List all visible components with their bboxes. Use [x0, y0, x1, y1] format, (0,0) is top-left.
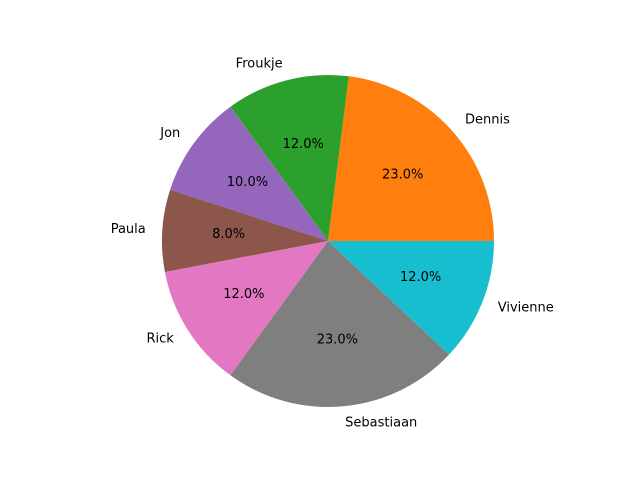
- pie-slice-froukje: [230, 75, 349, 242]
- pie-slice-sebastiaan: [230, 241, 450, 408]
- percent-label-paula: 8.0%: [212, 227, 245, 242]
- category-label-paula: Paula: [111, 222, 146, 237]
- pie-slices: [162, 75, 494, 408]
- category-labels: Dennis Froukje Jon Paula Rick Sebastiaan Vivie…: [111, 57, 554, 431]
- category-label-rick: Rick: [146, 331, 174, 346]
- pie-slice-dennis: [328, 76, 494, 241]
- percent-label-jon: 10.0%: [227, 175, 268, 190]
- percent-label-froukje: 12.0%: [283, 137, 324, 152]
- pie-slice-vivienne: [328, 241, 494, 355]
- percent-label-sebastiaan: 23.0%: [317, 333, 358, 348]
- category-label-dennis: Dennis: [465, 113, 510, 128]
- category-label-sebastiaan: Sebastiaan: [345, 415, 417, 430]
- percent-labels: 23.0% 12.0% 10.0% 8.0% 12.0% 23.0% 12.0%: [212, 137, 441, 348]
- pie-slice-rick: [164, 241, 328, 376]
- pie-slice-paula: [162, 189, 328, 273]
- pie-slice-jon: [170, 106, 328, 241]
- percent-label-rick: 12.0%: [223, 287, 264, 302]
- percent-label-vivienne: 12.0%: [400, 270, 441, 285]
- category-label-froukje: Froukje: [236, 57, 283, 72]
- category-label-jon: Jon: [159, 126, 180, 141]
- percent-label-dennis: 23.0%: [382, 168, 423, 183]
- category-label-vivienne: Vivienne: [498, 301, 554, 316]
